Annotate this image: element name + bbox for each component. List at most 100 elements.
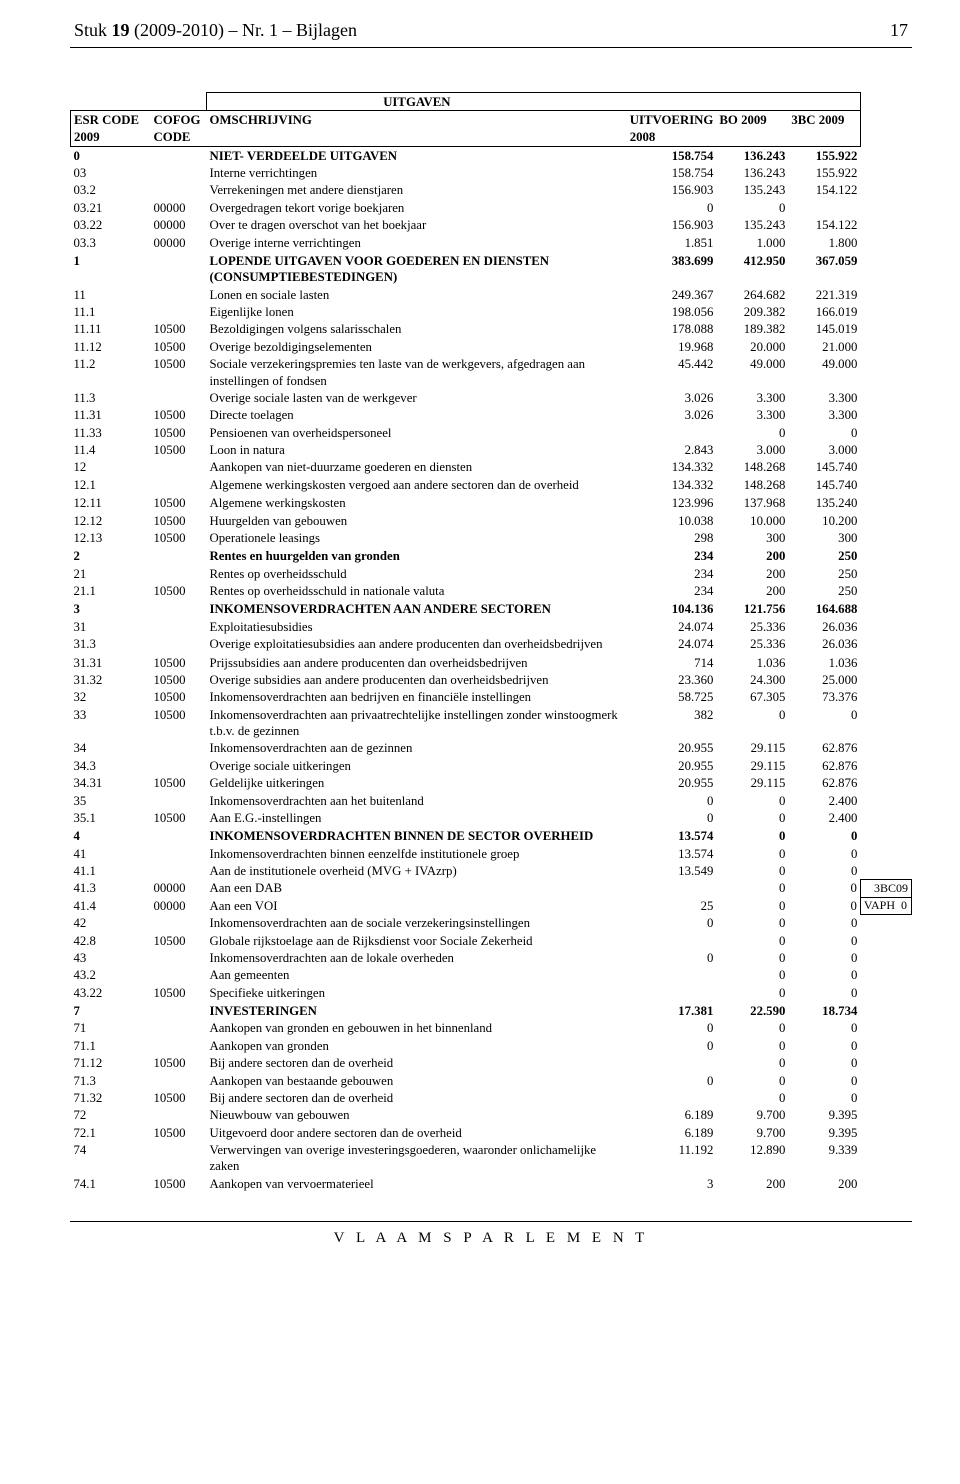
cell-cofog xyxy=(151,286,207,303)
cell-esr: 35 xyxy=(71,792,151,809)
table-row: 03.2200000Over te dragen overschot van h… xyxy=(71,217,912,234)
cell-v1: 198.056 xyxy=(627,304,717,321)
table-row: 11.3Overige sociale lasten van de werkge… xyxy=(71,389,912,406)
cell-v2: 22.590 xyxy=(716,1003,788,1020)
cell-esr: 43.2 xyxy=(71,967,151,984)
table-row: 03.2100000Overgedragen tekort vorige boe… xyxy=(71,199,912,216)
cell-v2: 0 xyxy=(716,1020,788,1037)
cell-omschrijving: INKOMENSOVERDRACHTEN AAN ANDERE SECTOREN xyxy=(207,601,627,618)
cell-esr: 11 xyxy=(71,286,151,303)
cell-v1: 123.996 xyxy=(627,495,717,512)
table-title: UITGAVEN xyxy=(207,93,627,111)
table-row: 71.1Aankopen van gronden000 xyxy=(71,1037,912,1054)
cell-v1: 158.754 xyxy=(627,147,717,165)
cell-v1: 24.074 xyxy=(627,618,717,635)
cell-v2: 0 xyxy=(716,706,788,740)
cell-v3: 0 xyxy=(788,915,860,932)
cell-v3: 1.036 xyxy=(788,654,860,671)
cell-esr: 1 xyxy=(71,252,151,286)
cell-omschrijving: Nieuwbouw van gebouwen xyxy=(207,1107,627,1124)
cell-omschrijving: Verwervingen van overige investeringsgoe… xyxy=(207,1142,627,1176)
cell-cofog: 00000 xyxy=(151,217,207,234)
cell-v3: 0 xyxy=(788,880,860,897)
cell-cofog xyxy=(151,476,207,493)
cell-cofog xyxy=(151,618,207,635)
cell-v3: 0 xyxy=(788,1089,860,1106)
cell-v2: 0 xyxy=(716,1072,788,1089)
cell-esr: 2 xyxy=(71,548,151,565)
cell-omschrijving: Rentes op overheidsschuld xyxy=(207,565,627,582)
cell-esr: 03.22 xyxy=(71,217,151,234)
cell-esr: 21 xyxy=(71,565,151,582)
cell-omschrijving: NIET- VERDEELDE UITGAVEN xyxy=(207,147,627,165)
cell-v3: 200 xyxy=(788,1175,860,1192)
cell-cofog xyxy=(151,1037,207,1054)
cell-v3: 3.300 xyxy=(788,389,860,406)
cell-esr: 12.13 xyxy=(71,529,151,546)
cell-v2: 0 xyxy=(716,845,788,862)
cell-cofog xyxy=(151,182,207,199)
table-row: 12Aankopen van niet-duurzame goederen en… xyxy=(71,459,912,476)
cell-v2: 12.890 xyxy=(716,1142,788,1176)
cell-cofog: 10500 xyxy=(151,706,207,740)
cell-cofog: 10500 xyxy=(151,512,207,529)
cell-omschrijving: Directe toelagen xyxy=(207,407,627,424)
cell-esr: 03.2 xyxy=(71,182,151,199)
cell-cofog xyxy=(151,389,207,406)
cell-v3 xyxy=(788,199,860,216)
cell-cofog: 10500 xyxy=(151,338,207,355)
cell-v1: 13.549 xyxy=(627,863,717,880)
cell-omschrijving: Bij andere sectoren dan de overheid xyxy=(207,1089,627,1106)
cell-omschrijving: Overige bezoldigingselementen xyxy=(207,338,627,355)
cell-v1: 158.754 xyxy=(627,165,717,182)
cell-v1: 10.038 xyxy=(627,512,717,529)
table-row: 71.3210500Bij andere sectoren dan de ove… xyxy=(71,1089,912,1106)
cell-esr: 11.12 xyxy=(71,338,151,355)
cell-esr: 72 xyxy=(71,1107,151,1124)
cell-v1 xyxy=(627,424,717,441)
cell-v1: 20.955 xyxy=(627,740,717,757)
table-row: 35.110500Aan E.G.-instellingen002.400 xyxy=(71,809,912,826)
header-left: Stuk 19 (2009-2010) – Nr. 1 – Bijlagen xyxy=(74,20,357,41)
cell-v2: 0 xyxy=(716,967,788,984)
cell-v2: 200 xyxy=(716,583,788,600)
cell-v3: 154.122 xyxy=(788,217,860,234)
table-row: 41.400000Aan een VOI2500VAPH0 xyxy=(71,897,912,914)
cell-v1: 0 xyxy=(627,949,717,966)
cell-omschrijving: Inkomensoverdrachten aan de lokale overh… xyxy=(207,949,627,966)
cell-esr: 32 xyxy=(71,689,151,706)
cell-v1: 0 xyxy=(627,199,717,216)
cell-v2: 0 xyxy=(716,1089,788,1106)
col-omschrijving: OMSCHRIJVING xyxy=(207,111,627,129)
cell-v2: 0 xyxy=(716,863,788,880)
cell-v1: 24.074 xyxy=(627,636,717,653)
cell-v1: 0 xyxy=(627,1020,717,1037)
cell-cofog xyxy=(151,757,207,774)
table-row: 11Lonen en sociale lasten249.367264.6822… xyxy=(71,286,912,303)
cell-cofog xyxy=(151,949,207,966)
cell-v3: 250 xyxy=(788,565,860,582)
cell-v3: 145.740 xyxy=(788,476,860,493)
cell-v1: 20.955 xyxy=(627,775,717,792)
cell-cofog xyxy=(151,165,207,182)
header-left-post: (2009-2010) – Nr. 1 – Bijlagen xyxy=(130,20,357,40)
cell-esr: 11.33 xyxy=(71,424,151,441)
table-row: 2Rentes en huurgelden van gronden2342002… xyxy=(71,548,912,565)
cell-esr: 34 xyxy=(71,740,151,757)
cell-v2: 412.950 xyxy=(716,252,788,286)
cell-cofog: 10500 xyxy=(151,407,207,424)
cell-v1: 234 xyxy=(627,548,717,565)
cell-v2: 0 xyxy=(716,828,788,845)
cell-v1: 3 xyxy=(627,1175,717,1192)
table-row: 3210500Inkomensoverdrachten aan bedrijve… xyxy=(71,689,912,706)
cell-cofog: 10500 xyxy=(151,671,207,688)
cell-omschrijving: Inkomensoverdrachten aan bedrijven en fi… xyxy=(207,689,627,706)
table-row: 34.3Overige sociale uitkeringen20.95529.… xyxy=(71,757,912,774)
table-row: 43Inkomensoverdrachten aan de lokale ove… xyxy=(71,949,912,966)
cell-omschrijving: Aankopen van vervoermaterieel xyxy=(207,1175,627,1192)
cell-esr: 41.3 xyxy=(71,880,151,897)
cell-v2: 0 xyxy=(716,1037,788,1054)
cell-v3: 9.339 xyxy=(788,1142,860,1176)
cell-v1 xyxy=(627,967,717,984)
cell-cofog xyxy=(151,565,207,582)
